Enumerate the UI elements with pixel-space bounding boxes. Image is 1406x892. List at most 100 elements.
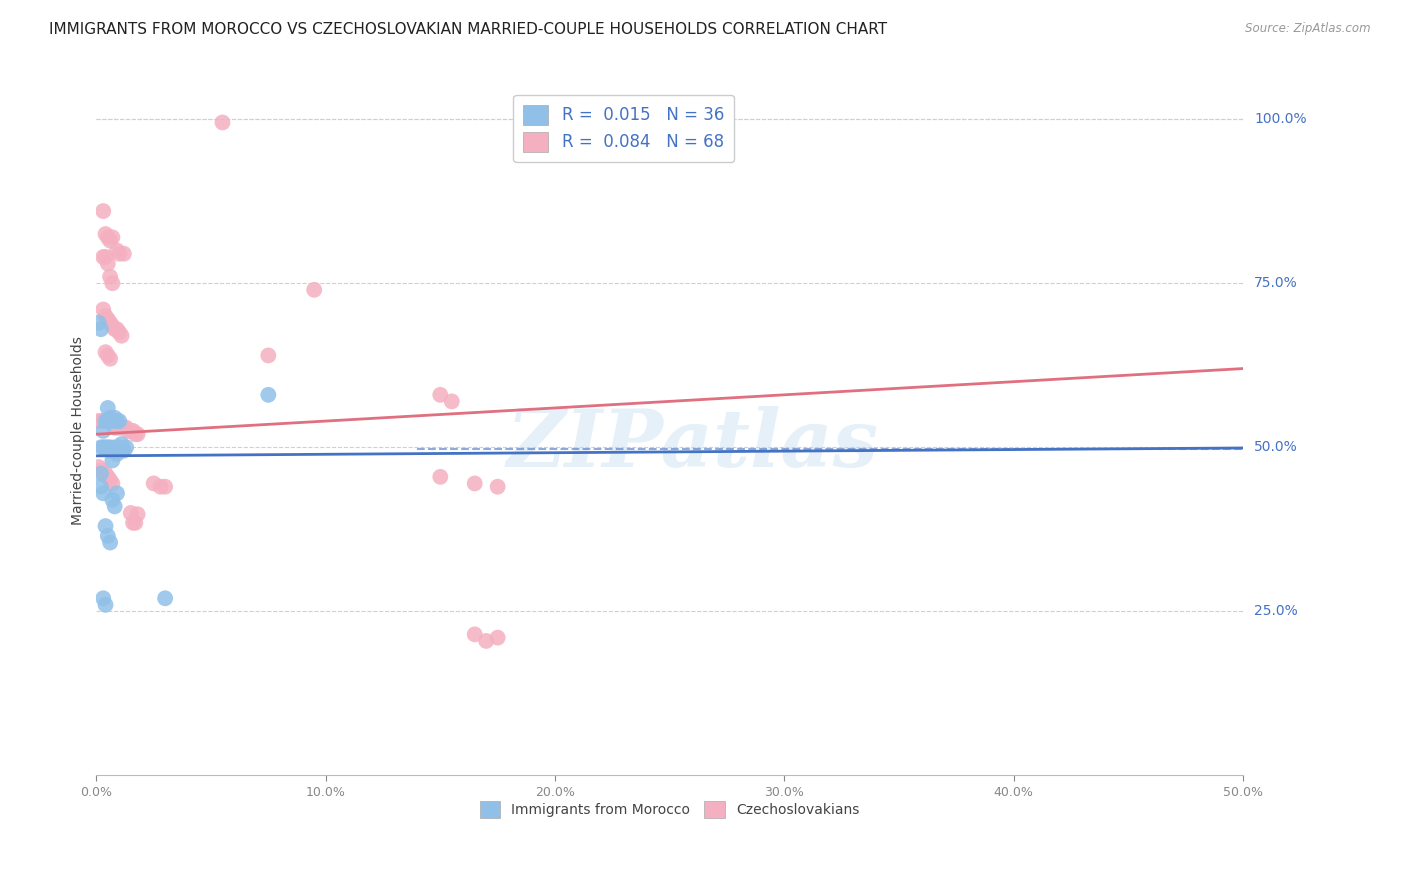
Point [98, 316, 121, 330]
Point [94, 467, 117, 481]
Point [91, 440, 114, 454]
Point [104, 440, 127, 454]
Point [464, 627, 486, 641]
Point [90, 467, 112, 481]
Point [97, 230, 120, 244]
Point [440, 394, 463, 409]
Point [108, 420, 131, 434]
Point [101, 277, 124, 291]
Point [101, 414, 124, 428]
Point [104, 322, 127, 336]
Point [153, 480, 176, 494]
Y-axis label: Married-couple Households: Married-couple Households [72, 336, 86, 525]
Point [94, 519, 117, 533]
Point [87, 460, 110, 475]
Point [105, 414, 128, 428]
Point [94, 250, 117, 264]
Point [94, 598, 117, 612]
Point [91, 414, 114, 428]
Point [97, 470, 120, 484]
Point [124, 427, 146, 442]
Point [101, 476, 124, 491]
Point [97, 348, 120, 362]
Point [105, 486, 128, 500]
Text: 100.0%: 100.0% [1254, 112, 1306, 126]
Point [429, 470, 451, 484]
Point [122, 424, 145, 438]
Point [104, 420, 127, 434]
Point [101, 318, 124, 333]
Point [97, 401, 120, 415]
Point [101, 492, 124, 507]
Point [115, 420, 138, 434]
Point [153, 591, 176, 606]
Point [101, 230, 124, 244]
Point [98, 414, 121, 428]
Point [110, 420, 132, 434]
Point [302, 283, 325, 297]
Point [97, 440, 120, 454]
Point [91, 302, 114, 317]
Point [97, 529, 120, 543]
Point [87, 414, 110, 428]
Point [91, 250, 114, 264]
Text: 50.0%: 50.0% [1254, 441, 1298, 454]
Point [105, 447, 128, 461]
Point [90, 322, 112, 336]
Point [94, 227, 117, 241]
Point [90, 414, 112, 428]
Legend: Immigrants from Morocco, Czechoslovakians: Immigrants from Morocco, Czechoslovakian… [474, 796, 865, 823]
Point [257, 388, 280, 402]
Point [94, 309, 117, 323]
Text: ZIPatlas: ZIPatlas [506, 406, 879, 483]
Point [91, 424, 114, 438]
Point [104, 410, 127, 425]
Point [98, 234, 121, 248]
Point [108, 326, 131, 340]
Point [97, 256, 120, 270]
Point [122, 516, 145, 530]
Point [105, 420, 128, 434]
Point [112, 246, 135, 260]
Point [211, 115, 233, 129]
Point [105, 244, 128, 258]
Point [98, 410, 121, 425]
Point [110, 437, 132, 451]
Text: 75.0%: 75.0% [1254, 277, 1298, 290]
Point [91, 467, 114, 481]
Point [90, 440, 112, 454]
Point [486, 631, 509, 645]
Point [127, 427, 149, 442]
Point [142, 476, 165, 491]
Point [91, 591, 114, 606]
Point [98, 351, 121, 366]
Text: Source: ZipAtlas.com: Source: ZipAtlas.com [1246, 22, 1371, 36]
Point [127, 508, 149, 522]
Point [475, 634, 498, 648]
Point [94, 345, 117, 359]
Point [124, 516, 146, 530]
Point [90, 463, 112, 477]
Point [98, 269, 121, 284]
Point [94, 440, 117, 454]
Point [257, 348, 280, 362]
Point [97, 414, 120, 428]
Point [108, 440, 131, 454]
Point [486, 480, 509, 494]
Point [97, 312, 120, 326]
Point [94, 414, 117, 428]
Point [87, 316, 110, 330]
Point [108, 414, 131, 428]
Point [101, 453, 124, 467]
Point [112, 443, 135, 458]
Point [120, 506, 142, 520]
Point [90, 480, 112, 494]
Point [101, 417, 124, 432]
Point [110, 328, 132, 343]
Point [105, 322, 128, 336]
Text: IMMIGRANTS FROM MOROCCO VS CZECHOSLOVAKIAN MARRIED-COUPLE HOUSEHOLDS CORRELATION: IMMIGRANTS FROM MOROCCO VS CZECHOSLOVAKI… [49, 22, 887, 37]
Point [429, 388, 451, 402]
Point [91, 204, 114, 219]
Point [98, 473, 121, 487]
Point [98, 440, 121, 454]
